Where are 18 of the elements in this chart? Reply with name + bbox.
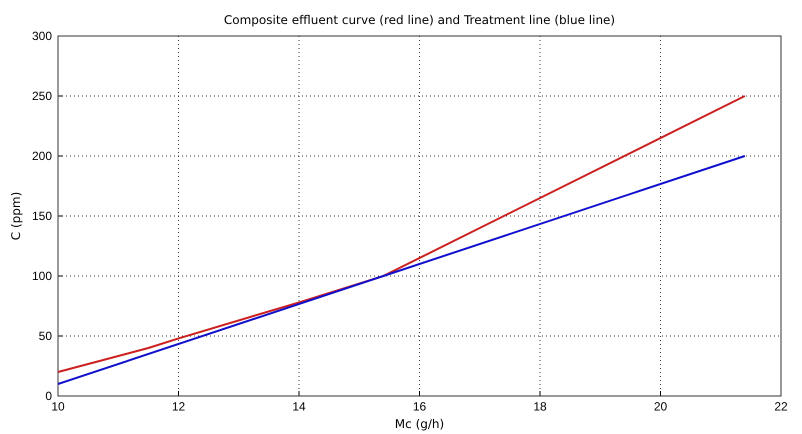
y-tick-label: 250 <box>32 88 52 103</box>
x-tick-label: 16 <box>412 400 426 414</box>
y-tick-label: 150 <box>32 208 52 223</box>
x-tick-label: 10 <box>51 400 65 414</box>
line-series <box>57 95 746 373</box>
y-tick-label: 300 <box>32 28 52 43</box>
x-tick-label: 18 <box>533 400 547 414</box>
y-axis-title: C (ppm) <box>9 192 23 240</box>
x-tick-label: 12 <box>172 400 186 414</box>
y-tick-label: 0 <box>45 388 52 403</box>
x-axis-title: Mc (g/h) <box>394 417 444 431</box>
y-tick-label: 200 <box>32 148 52 163</box>
x-tick-label: 14 <box>292 400 306 414</box>
y-tick-label: 50 <box>38 328 52 343</box>
x-tick-label: 22 <box>774 400 788 414</box>
x-tick-label: 20 <box>654 400 668 414</box>
y-tick-label: 100 <box>32 268 52 283</box>
chart-title: Composite effluent curve (red line) and Treatment line (blue line) <box>224 13 616 27</box>
